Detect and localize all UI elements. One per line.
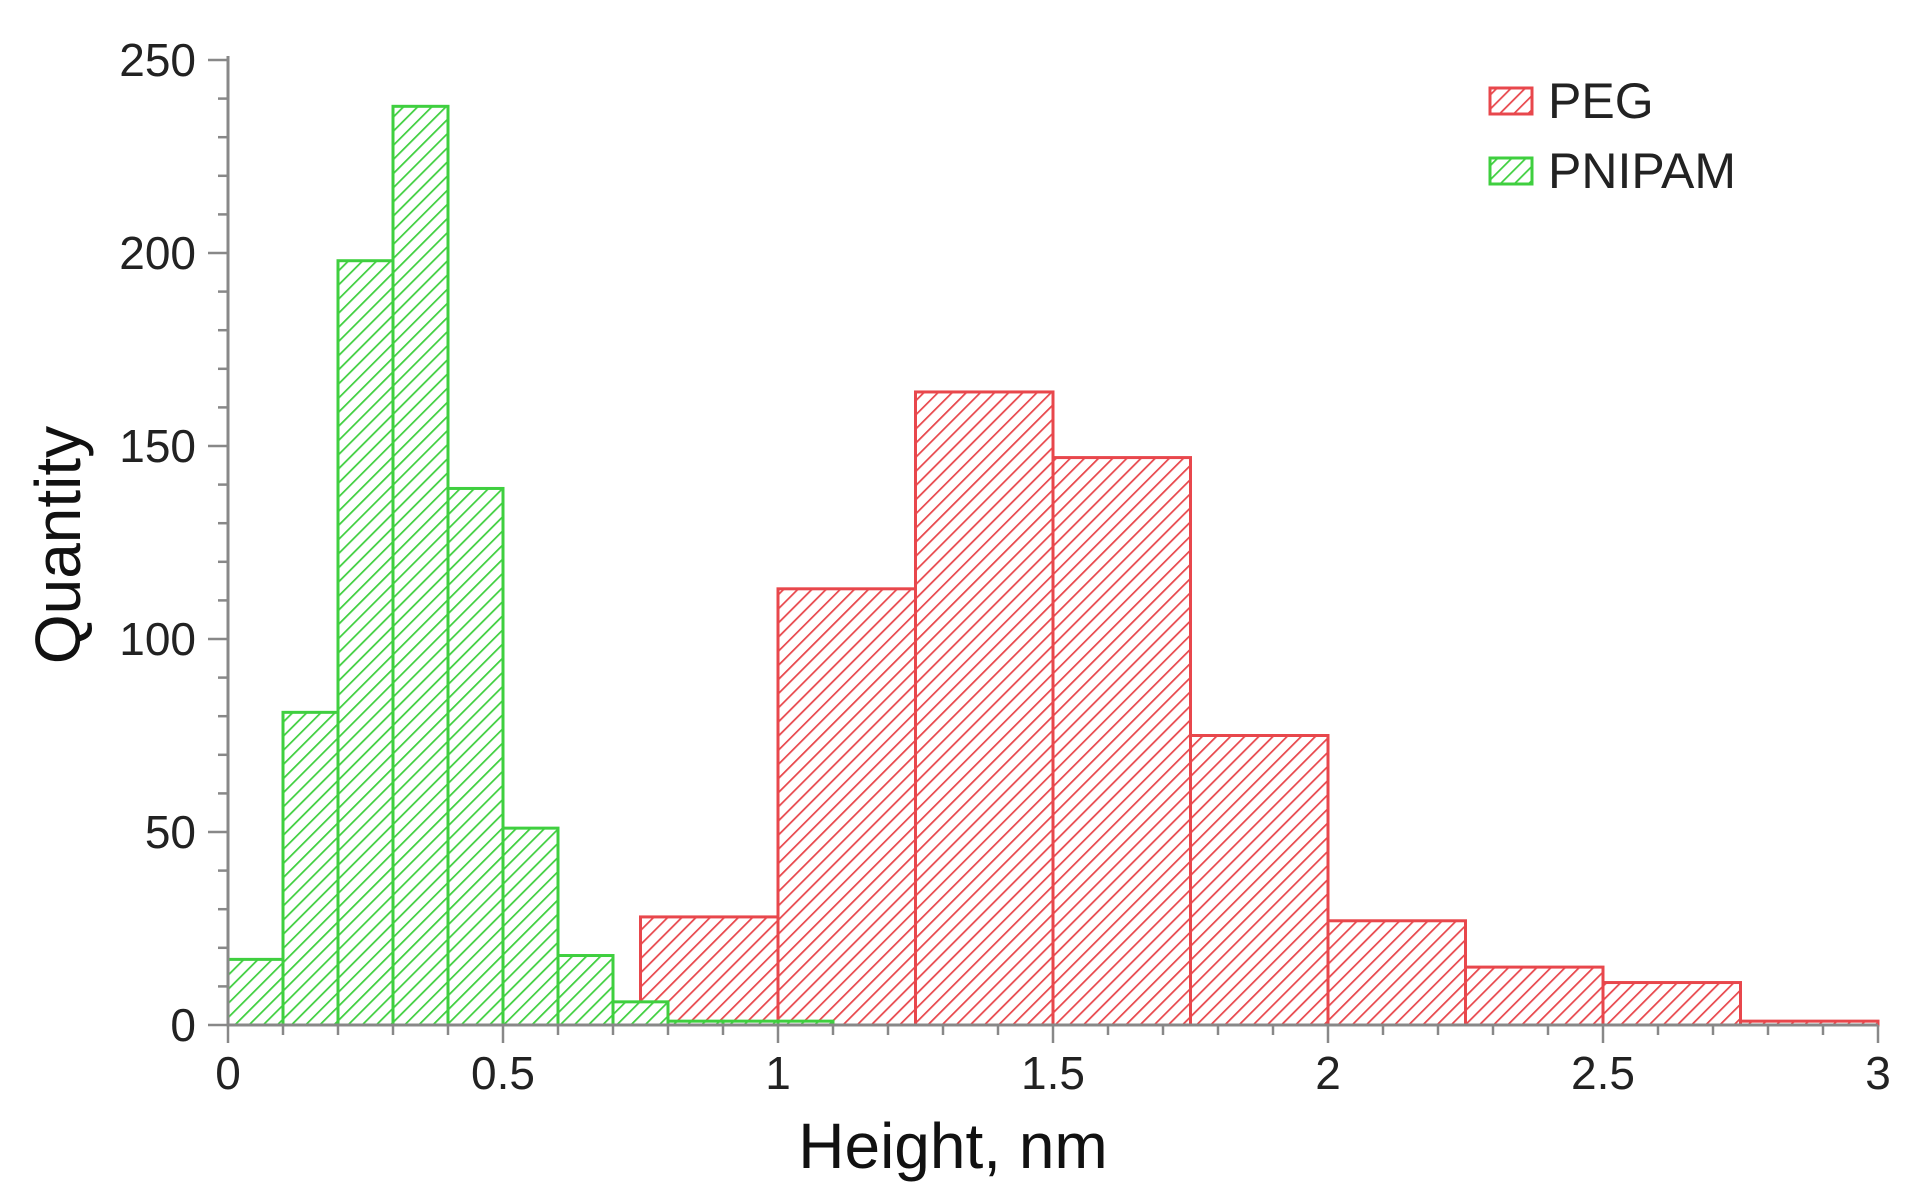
bar-peg-5 [914,390,1055,1027]
bar-pnipam-0 [226,957,285,1027]
bar-peg-6 [1051,456,1192,1027]
bar-pnipam-5 [501,826,560,1027]
x-tick-label: 3 [1865,1047,1891,1099]
y-tick-label: 100 [119,613,196,665]
y-tick-label: 50 [145,806,196,858]
legend-swatch [1488,156,1534,186]
series-peg [226,390,1880,1027]
bar-pnipam-4 [446,486,505,1027]
y-tick-label: 150 [119,420,196,472]
x-tick-label: 2 [1315,1047,1341,1099]
bars-layer [226,104,1880,1027]
legend-item-pnipam: PNIPAM [1488,143,1736,199]
ticks-layer: 0 0.5 1 1.5 2 2.5 3 0 50 100 150 200 250 [119,34,1891,1099]
x-tick-label: 0 [215,1047,241,1099]
x-tick-label: 0.5 [471,1047,535,1099]
bar-pnipam-3 [391,104,450,1027]
x-tick-label: 1.5 [1021,1047,1085,1099]
legend-item-peg: PEG [1488,73,1654,129]
y-axis-title: Quantity [22,426,94,664]
bar-pnipam-6 [556,954,615,1027]
legend-label: PEG [1548,73,1654,129]
x-tick-label: 2.5 [1571,1047,1635,1099]
legend-swatch [1488,86,1534,116]
bar-peg-8 [1326,919,1467,1027]
y-tick-label: 0 [170,999,196,1051]
bar-pnipam-7 [611,1000,670,1027]
bar-peg-10 [1601,981,1742,1027]
legend-label: PNIPAM [1548,143,1736,199]
bar-peg-4 [776,587,917,1027]
y-tick-label: 250 [119,34,196,86]
legend: PEG PNIPAM [1488,73,1736,199]
bar-pnipam-1 [281,710,340,1027]
x-axis-title: Height, nm [798,1110,1107,1182]
bar-peg-7 [1189,734,1330,1027]
x-tick-label: 1 [765,1047,791,1099]
bar-peg-9 [1464,965,1605,1027]
bar-pnipam-2 [336,259,395,1027]
y-tick-label: 200 [119,227,196,279]
series-pnipam [226,104,835,1027]
